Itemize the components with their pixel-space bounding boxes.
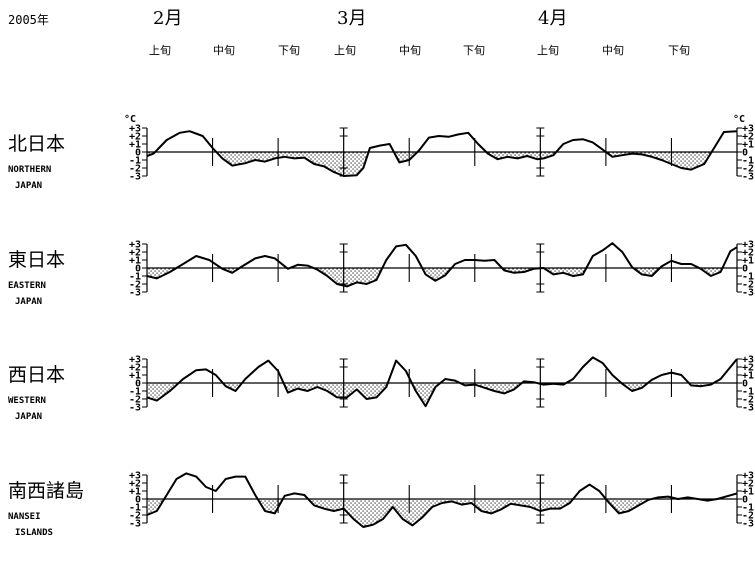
panel-0: 北日本NORTHERNJAPAN+3+2+10-1-2-3+3+2+10-1-2… <box>8 114 754 191</box>
dekad-label: 下旬 <box>668 44 690 57</box>
y-tick-label: -3 <box>129 172 141 183</box>
y-tick-label: -2 <box>742 395 754 406</box>
y-tick-label: 0 <box>135 379 141 390</box>
region-name-en: JAPAN <box>15 181 42 191</box>
y-tick-label: +2 <box>742 479 754 490</box>
y-tick-label: 0 <box>135 148 141 159</box>
dekad-label: 中旬 <box>602 44 624 57</box>
anomaly-series-line <box>146 242 738 288</box>
dekad-label: 上旬 <box>537 44 559 57</box>
region-name-jp: 東日本 <box>8 249 65 271</box>
y-tick-label: -2 <box>129 511 141 522</box>
y-tick-label: +1 <box>742 371 754 382</box>
region-name-jp: 北日本 <box>8 133 65 155</box>
y-tick-label: +3 <box>129 124 141 135</box>
y-tick-label: -3 <box>742 288 754 299</box>
y-tick-label: -3 <box>742 403 754 414</box>
region-name-en: NORTHERN <box>8 165 51 175</box>
panel-2: 西日本WESTERNJAPAN+3+2+10-1-2-3+3+2+10-1-2-… <box>8 355 754 423</box>
region-name-en: ISLANDS <box>15 528 53 538</box>
y-tick-label: -2 <box>129 280 141 291</box>
unit-label-right: °C <box>733 114 745 125</box>
panel-3: 南西諸島NANSEIISLANDS+3+2+10-1-2-3+3+2+10-1-… <box>8 471 754 539</box>
y-tick-label: -3 <box>129 519 141 530</box>
panel-1: 東日本EASTERNJAPAN+3+2+10-1-2-3+3+2+10-1-2-… <box>8 240 754 308</box>
y-tick-label: +2 <box>129 248 141 259</box>
y-tick-label: -1 <box>129 156 141 167</box>
region-name-jp: 南西諸島 <box>8 480 84 502</box>
anomaly-series-line <box>146 472 738 528</box>
region-name-en: JAPAN <box>15 297 42 307</box>
y-tick-label: +1 <box>742 487 754 498</box>
anomaly-series-line <box>146 356 738 408</box>
y-tick-label: -3 <box>742 172 754 183</box>
month-label: 3月 <box>337 8 366 29</box>
unit-label: °C <box>124 114 136 125</box>
y-tick-label: +3 <box>742 471 754 482</box>
y-tick-label: +1 <box>129 140 141 151</box>
year-label: 2005年 <box>8 13 49 27</box>
dekad-label: 上旬 <box>334 44 356 57</box>
y-tick-label: +3 <box>742 240 754 251</box>
y-tick-label: 0 <box>135 495 141 506</box>
month-labels: 2月 3月 4月 <box>153 8 567 29</box>
y-tick-label: -1 <box>742 387 754 398</box>
y-tick-label: -3 <box>742 519 754 530</box>
y-tick-label: +2 <box>742 132 754 143</box>
y-tick-label: -1 <box>742 156 754 167</box>
negative-anomaly-fill <box>147 268 737 287</box>
y-tick-label: +3 <box>129 471 141 482</box>
y-tick-label: +2 <box>129 479 141 490</box>
y-tick-label: +3 <box>742 124 754 135</box>
y-tick-label: +2 <box>129 132 141 143</box>
y-tick-label: 0 <box>135 264 141 275</box>
y-tick-label: +1 <box>129 487 141 498</box>
y-tick-label: +2 <box>742 248 754 259</box>
y-tick-label: -1 <box>742 503 754 514</box>
y-tick-label: -1 <box>129 387 141 398</box>
negative-anomaly-fill <box>147 383 737 407</box>
y-tick-label: 0 <box>742 264 748 275</box>
y-tick-label: +1 <box>129 256 141 267</box>
region-name-en: NANSEI <box>8 512 41 522</box>
y-tick-label: -2 <box>129 395 141 406</box>
y-tick-label: -1 <box>129 272 141 283</box>
y-tick-label: +1 <box>129 371 141 382</box>
y-tick-label: 0 <box>742 148 748 159</box>
y-tick-label: 0 <box>742 495 748 506</box>
y-tick-label: -3 <box>129 288 141 299</box>
y-tick-label: +2 <box>129 363 141 374</box>
dekad-label: 下旬 <box>463 44 485 57</box>
y-tick-label: +3 <box>129 355 141 366</box>
region-name-jp: 西日本 <box>8 364 65 386</box>
y-tick-label: -3 <box>129 403 141 414</box>
month-label: 4月 <box>538 8 567 29</box>
dekad-label: 下旬 <box>278 44 300 57</box>
y-tick-label: -2 <box>742 511 754 522</box>
month-label: 2月 <box>153 8 182 29</box>
y-tick-label: -2 <box>742 164 754 175</box>
anomaly-series-line <box>146 130 738 177</box>
dekad-label: 上旬 <box>149 44 171 57</box>
dekad-label: 中旬 <box>399 44 421 57</box>
dekad-labels: 上旬 中旬 下旬 上旬 中旬 下旬 上旬 中旬 下旬 <box>149 44 690 57</box>
y-tick-label: -2 <box>742 280 754 291</box>
y-tick-label: -1 <box>742 272 754 283</box>
y-tick-label: +3 <box>742 355 754 366</box>
y-tick-label: -2 <box>129 164 141 175</box>
region-name-en: WESTERN <box>8 396 46 406</box>
y-tick-label: -1 <box>129 503 141 514</box>
region-name-en: JAPAN <box>15 412 42 422</box>
y-tick-label: +1 <box>742 140 754 151</box>
region-panels: 北日本NORTHERNJAPAN+3+2+10-1-2-3+3+2+10-1-2… <box>8 114 754 538</box>
y-tick-label: +3 <box>129 240 141 251</box>
region-name-en: EASTERN <box>8 281 46 291</box>
y-tick-label: 0 <box>742 379 748 390</box>
y-tick-label: +2 <box>742 363 754 374</box>
y-tick-label: +1 <box>742 256 754 267</box>
dekad-label: 中旬 <box>213 44 235 57</box>
